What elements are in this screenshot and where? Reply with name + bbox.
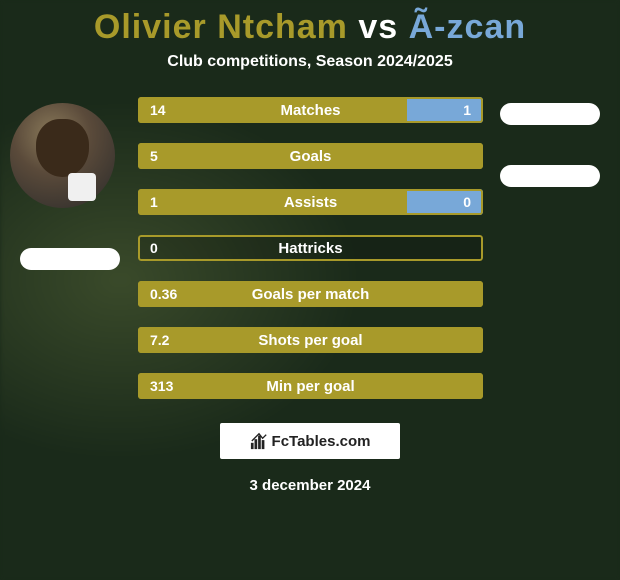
stat-bar-row: 5Goals — [138, 143, 483, 169]
stat-bar-row: 7.2Shots per goal — [138, 327, 483, 353]
bar-label: Shots per goal — [138, 332, 483, 349]
player1-club-badge — [68, 173, 96, 201]
title-vs: vs — [358, 8, 398, 46]
bar-label: Assists — [138, 194, 483, 211]
comparison-title: Olivier Ntcham vs Ã-zcan — [94, 8, 526, 47]
bar-label: Hattricks — [138, 240, 483, 257]
stat-bar-row: 313Min per goal — [138, 373, 483, 399]
stat-bars: 141Matches 5Goals 10Assists 0Hattricks 0.36G… — [138, 97, 483, 419]
brand-text: FcTables.com — [272, 433, 371, 450]
player1-name: Olivier Ntcham — [94, 8, 348, 46]
compare-area: 141Matches5Goals10Assists0Hattricks0.36G… — [0, 103, 620, 413]
subtitle: Club competitions, Season 2024/2025 — [167, 53, 452, 71]
player1-avatar — [10, 103, 115, 208]
stat-bar-row: 141Matches — [138, 97, 483, 123]
date-text: 3 december 2024 — [250, 477, 371, 494]
brand-icon — [250, 432, 268, 450]
player2-club-pill-1 — [500, 103, 600, 125]
brand-box[interactable]: FcTables.com — [220, 423, 400, 459]
stat-bar-row: 0Hattricks — [138, 235, 483, 261]
bar-label: Min per goal — [138, 378, 483, 395]
stat-bar-row: 10Assists — [138, 189, 483, 215]
player2-name: Ã-zcan — [409, 8, 526, 46]
content-root: Olivier Ntcham vs Ã-zcan Club competitio… — [0, 0, 620, 580]
stat-bar-row: 0.36Goals per match — [138, 281, 483, 307]
player1-club-pill — [20, 248, 120, 270]
bar-label: Goals — [138, 148, 483, 165]
bar-label: Matches — [138, 102, 483, 119]
player2-club-pill-2 — [500, 165, 600, 187]
bar-label: Goals per match — [138, 286, 483, 303]
